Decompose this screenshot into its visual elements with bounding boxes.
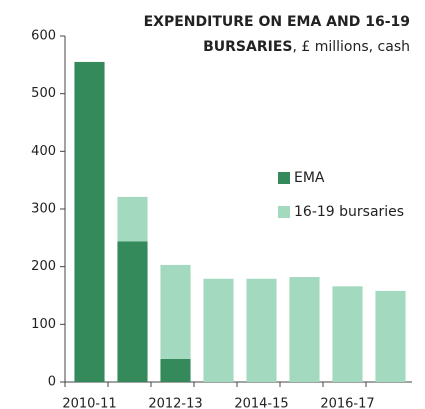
bar-segment (246, 278, 277, 382)
x-tick-label: 2012-13 (148, 397, 202, 409)
x-tick-label: 2016-17 (320, 397, 374, 409)
x-tick-label: 2010-11 (62, 397, 116, 409)
y-tick-label: 0 (48, 375, 56, 390)
bar-segment (160, 358, 191, 382)
y-tick-label: 100 (31, 317, 56, 332)
chart-title-line-2-bold: BURSARIES (203, 39, 292, 55)
legend-swatch (278, 172, 290, 184)
legend-label: 16-19 bursaries (294, 204, 404, 220)
bar-segment (375, 290, 406, 382)
y-tick-label: 300 (31, 202, 56, 217)
bar-segment (203, 278, 234, 382)
bar-segment (74, 61, 105, 382)
bar-segment (117, 196, 148, 242)
bar-segment (332, 286, 363, 382)
bar-segment (117, 241, 148, 382)
legend-label: EMA (294, 170, 325, 186)
chart-title-line-1: EXPENDITURE ON EMA AND 16-19 (144, 14, 410, 30)
chart-title-line-2: BURSARIES, £ millions, cash (203, 39, 410, 55)
bar-segment (289, 277, 320, 382)
chart-subtitle: , £ millions, cash (292, 39, 410, 55)
legend-swatch (278, 206, 290, 218)
y-tick-label: 600 (31, 29, 56, 44)
y-tick-label: 400 (31, 144, 56, 159)
y-tick-label: 200 (31, 259, 56, 274)
x-tick-label: 2014-15 (234, 397, 288, 409)
y-tick-label: 500 (31, 86, 56, 101)
bar-segment (160, 264, 191, 359)
